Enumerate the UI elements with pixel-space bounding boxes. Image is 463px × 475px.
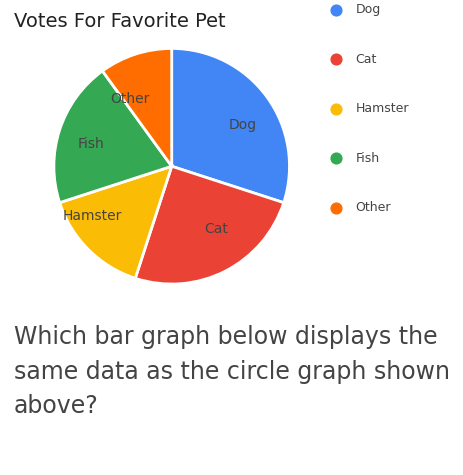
Wedge shape	[54, 71, 171, 203]
Point	[332, 154, 339, 162]
Text: Other: Other	[355, 201, 390, 214]
Text: Fish: Fish	[77, 137, 104, 152]
Wedge shape	[171, 48, 289, 203]
Text: Hamster: Hamster	[62, 209, 121, 223]
Point	[332, 55, 339, 63]
Point	[332, 6, 339, 13]
Text: Dog: Dog	[355, 3, 380, 16]
Text: Other: Other	[110, 92, 150, 106]
Point	[332, 204, 339, 212]
Point	[332, 105, 339, 113]
Text: Fish: Fish	[355, 152, 379, 165]
Text: Which bar graph below displays the
same data as the circle graph shown
above?: Which bar graph below displays the same …	[14, 325, 449, 418]
Text: Cat: Cat	[203, 222, 227, 236]
Wedge shape	[102, 48, 171, 166]
Text: Votes For Favorite Pet: Votes For Favorite Pet	[14, 12, 225, 31]
Text: Dog: Dog	[228, 118, 257, 132]
Text: Cat: Cat	[355, 53, 376, 66]
Wedge shape	[135, 166, 283, 284]
Wedge shape	[60, 166, 171, 278]
Text: Hamster: Hamster	[355, 102, 408, 115]
